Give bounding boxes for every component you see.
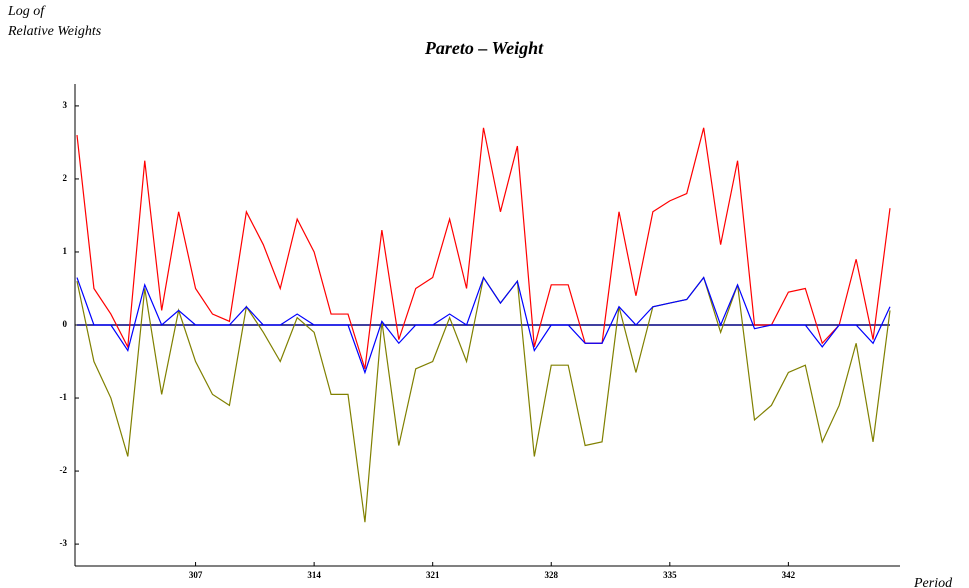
- y-tick-label: 0: [63, 319, 68, 329]
- y-tick-label: 3: [63, 100, 68, 110]
- x-tick-label: 342: [782, 570, 796, 580]
- y-tick-label: 1: [63, 246, 68, 256]
- x-axis-label: Period: [913, 576, 953, 588]
- chart-title: Pareto – Weight: [424, 38, 544, 58]
- x-tick-label: 314: [307, 570, 321, 580]
- y-tick-label: -3: [60, 538, 68, 548]
- series-line: [76, 275, 891, 523]
- y-tick-label: 2: [63, 173, 68, 183]
- x-tick-label: 321: [426, 570, 440, 580]
- series-line: [76, 276, 891, 375]
- y-tick-label: -1: [60, 392, 68, 402]
- y-axis-label: Log of: [7, 4, 46, 19]
- x-tick-label: 335: [663, 570, 677, 580]
- x-tick-label: 307: [189, 570, 203, 580]
- y-axis-label: Relative Weights: [7, 24, 102, 39]
- x-tick-label: 328: [545, 570, 559, 580]
- series-line: [76, 127, 891, 369]
- y-tick-label: -2: [60, 465, 68, 475]
